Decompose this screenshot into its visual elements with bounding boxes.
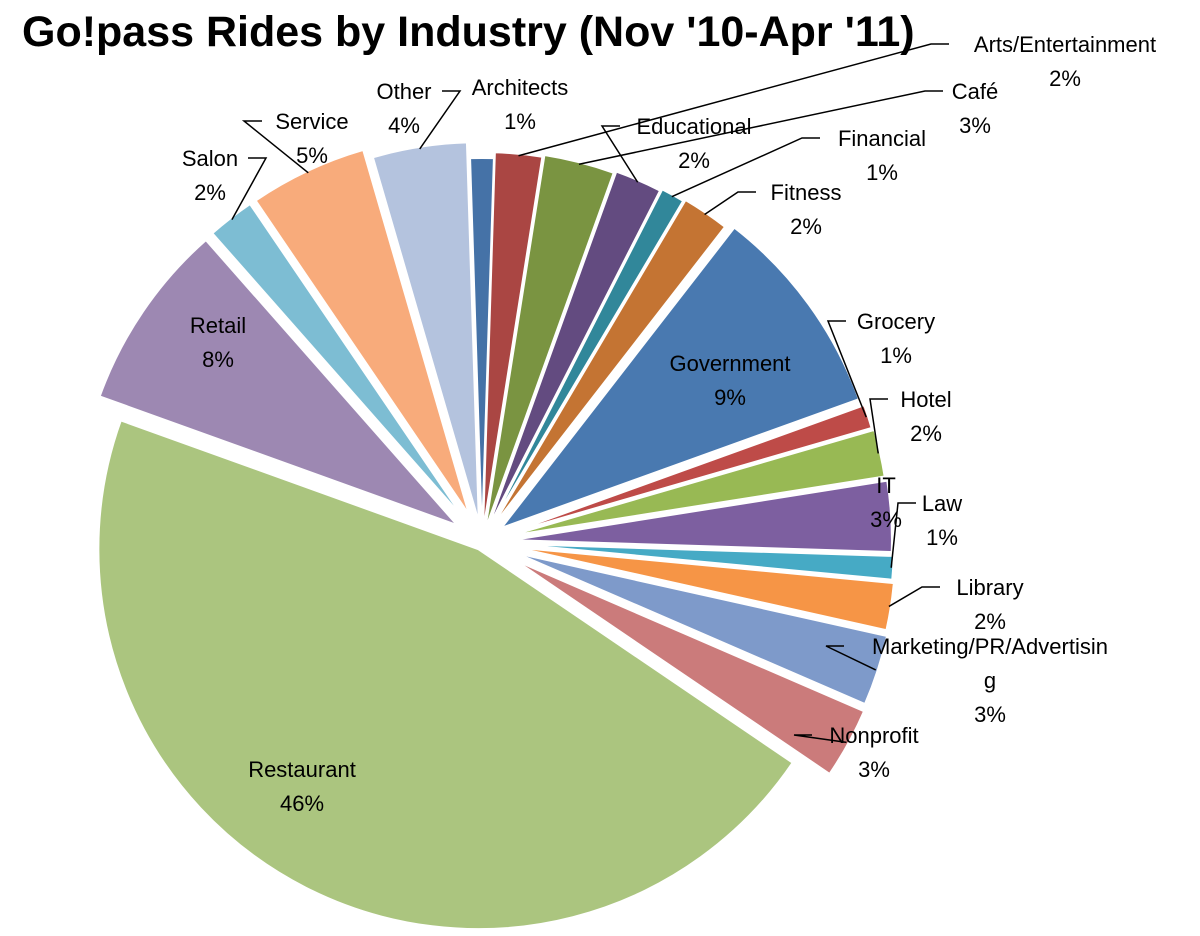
slice-label: Government 9% (669, 351, 790, 410)
pie-slice-educational (486, 170, 662, 530)
pie-slice-it (511, 479, 893, 554)
pie-slice-retail (98, 238, 458, 527)
slice-label: Grocery 1% (857, 309, 935, 368)
pie-slice-grocery (506, 403, 873, 535)
leader-line (869, 398, 888, 454)
slice-label: Retail 8% (190, 313, 246, 372)
slice-label: Law 1% (922, 491, 962, 550)
slice-label: Salon 2% (182, 146, 238, 205)
slice-label: Financial 1% (838, 126, 926, 185)
pie-slice-service (254, 148, 471, 516)
slice-label: Library 2% (956, 575, 1023, 634)
leader-lines (231, 43, 949, 744)
leader-line (241, 120, 309, 174)
leader-line (518, 43, 949, 157)
slice-label: Educational 2% (637, 114, 752, 173)
leader-line (826, 320, 867, 418)
slice-label: Arts/Entertainment 2% (974, 32, 1156, 91)
leader-line (704, 191, 756, 216)
slice-label: Architects 1% (472, 75, 569, 134)
pie-slices (97, 141, 895, 931)
pie-slice-restaurant (97, 419, 795, 931)
leader-line (825, 645, 877, 671)
leader-line (671, 137, 820, 198)
pie-slice-caf- (483, 153, 615, 531)
pie-slice-financial (488, 188, 685, 529)
slice-label: Fitness 2% (771, 180, 842, 239)
leader-line (419, 90, 462, 150)
leader-line (600, 125, 639, 183)
chart-title: Go!pass Rides by Industry (Nov '10-Apr '… (22, 8, 915, 56)
pie-slice-salon (210, 202, 465, 519)
pie-slice-nonprofit (514, 559, 866, 776)
slice-label: Hotel 2% (900, 387, 951, 446)
pie-slice-law (513, 543, 895, 581)
pie-slice-other (371, 141, 480, 523)
leader-line (888, 586, 940, 608)
leader-line (890, 502, 916, 568)
slice-labels: Architects 1% Arts/Entertainment 2%Café 3% Ed… (182, 32, 1156, 816)
slice-label: Service 5% (275, 109, 348, 168)
pie-slice-marketing-pr-advertising (515, 552, 889, 706)
leader-line (793, 734, 847, 744)
slice-label: Other 4% (376, 79, 431, 138)
pie-slice-library (515, 546, 895, 632)
leader-line (231, 157, 268, 220)
pie-slice-arts-entertainment (481, 151, 544, 533)
slice-label: Restaurant 46% (248, 757, 356, 816)
slice-label: Marketing/PR/Advertisin g 3% (872, 634, 1108, 727)
leader-line (578, 90, 943, 165)
slice-label: Nonprofit 3% (829, 723, 918, 782)
slice-label: IT 3% (870, 473, 902, 532)
slice-label: Café 3% (952, 79, 998, 138)
